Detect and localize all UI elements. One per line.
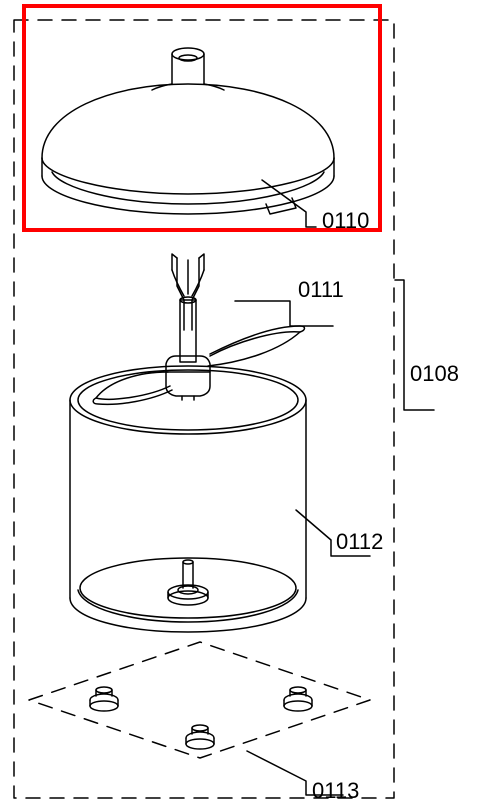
highlight-box [24, 6, 380, 230]
callouts: 0110 0111 0112 0113 0108 [235, 180, 459, 803]
label-0111: 0111 [298, 277, 344, 302]
part-base-feet [29, 642, 370, 758]
label-0113: 0113 [312, 778, 359, 803]
label-0108: 0108 [410, 361, 459, 386]
part-lid [42, 48, 334, 214]
assembly-border [14, 20, 394, 798]
label-0110: 0110 [322, 208, 369, 233]
part-bowl [70, 366, 306, 632]
exploded-parts-diagram: { "diagram": { "type": "exploded-view", … [0, 0, 501, 810]
label-0112: 0112 [336, 529, 383, 554]
diagram-svg: 0110 0111 0112 0113 0108 [0, 0, 501, 810]
part-blade [93, 254, 304, 404]
